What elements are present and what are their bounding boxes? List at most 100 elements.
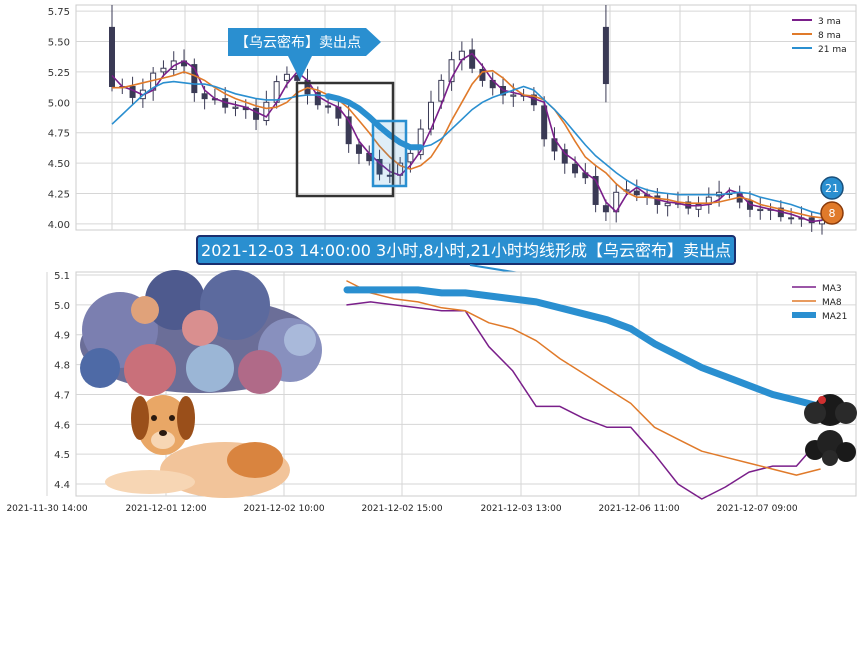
candle-body-35 [469,49,476,69]
candle-body-47 [592,175,599,205]
bottom-x-tick-labels: 2021-11-30 14:00 2021-12-01 12:00 2021-12-… [6,504,797,514]
top-legend-label-0: 3 ma [818,17,841,27]
bottom-chart: 5.1 5.0 4.9 4.8 4.7 4.6 4.5 4.4 2021-11-30 14:0… [6,270,857,514]
candle-body-32 [438,79,445,102]
top-y-tick-1: 5.50 [48,37,70,48]
candle-5 [160,60,167,77]
candle-body-30 [417,128,424,156]
candle-body-66 [788,217,795,220]
candle-body-20 [314,92,321,106]
candle-26 [376,149,383,181]
signal-box-dark [295,81,395,198]
candle-21 [325,98,332,114]
candle-body-48 [602,205,609,213]
bottom-x-tick-3: 2021-12-02 15:00 [361,504,442,514]
top-y-tick-0: 5.75 [48,7,70,18]
bottom-y-tick-1: 5.0 [54,301,70,312]
bottom-legend-label-2: MA21 [822,312,847,322]
candle-body-51 [633,190,640,196]
bottom-x-tick-5: 2021-12-06 11:00 [598,504,679,514]
bottom-y-tick-5: 4.6 [54,420,70,431]
candle-35 [469,38,476,74]
top-y-tick-4: 4.75 [48,129,70,140]
candle-body-5 [160,67,167,73]
bottom-legend-label-1: MA8 [822,298,842,308]
candle-44 [561,143,568,174]
bottom-y-tick-4: 4.7 [54,390,70,401]
candle-57 [695,196,702,218]
candle-body-17 [283,73,290,81]
candle-body-2 [129,85,136,98]
dog-icon [105,395,290,498]
candle-body-42 [541,105,548,140]
bottom-x-tick-2: 2021-12-02 10:00 [243,504,324,514]
bottom-series-MA3 [346,301,821,500]
candle-8 [191,58,198,102]
svg-text:21: 21 [825,182,839,195]
top-chart: 5.75 5.50 5.25 5.00 4.75 4.50 4.25 4.00 【乌云密布】卖… [48,4,857,235]
badge-8: 8 [820,201,844,225]
main-banner: 2021-12-03 14:00:00 3小时,8小时,21小时均线形成【乌云密… [196,235,736,288]
candle-body-18 [294,75,301,81]
candle-66 [788,208,795,225]
bottom-series-lines [343,280,824,500]
top-y-tick-6: 4.25 [48,190,70,201]
top-y-tick-labels: 5.75 5.50 5.25 5.00 4.75 4.50 4.25 4.00 [48,7,70,231]
top-y-tick-7: 4.00 [48,220,70,231]
top-y-tick-3: 5.00 [48,98,70,109]
candle-47 [592,164,599,213]
bottom-y-tick-labels: 5.1 5.0 4.9 4.8 4.7 4.6 4.5 4.4 [54,271,70,491]
badge-21: 21 [820,176,844,200]
bottom-legend: MA3 MA8 MA21 [792,284,847,322]
bottom-y-tick-6: 4.5 [54,450,70,461]
candle-body-12 [232,106,239,109]
top-series-21-ma [111,80,823,215]
top-callout-text: 【乌云密布】卖出点 [235,34,361,51]
candle-body-69 [819,219,825,225]
top-legend-label-2: 21 ma [818,45,847,55]
bottom-y-tick-7: 4.4 [54,480,70,491]
top-y-tick-2: 5.25 [48,68,70,79]
candle-body-54 [664,202,671,207]
main-banner-text: 2021-12-03 14:00:00 3小时,8小时,21小时均线形成【乌云密… [201,241,731,260]
candle-48 [602,199,609,221]
bottom-y-tick-0: 5.1 [54,271,70,282]
candle-body-15 [263,101,270,122]
bottom-x-tick-6: 2021-12-07 09:00 [716,504,797,514]
bottom-legend-label-0: MA3 [822,284,842,294]
top-series-3-ma [111,52,823,223]
signal-box-blue [371,119,408,188]
bottom-series-MA8 [346,280,821,476]
top-callout: 【乌云密布】卖出点 [228,28,381,80]
candle-23 [345,105,352,153]
candle-body-57 [695,203,702,210]
top-legend-label-1: 8 ma [818,31,841,41]
top-y-tick-5: 4.50 [48,159,70,170]
candle-33 [448,51,455,91]
candle-body-14 [253,107,260,120]
bottom-x-tick-0: 2021-11-30 14:00 [6,504,87,514]
top-series-8-ma [112,69,823,219]
main-banner-box [196,235,736,265]
candle-spike-body-1 [602,26,609,85]
candle-body-44 [561,149,568,164]
bottom-series-MA21 [343,286,824,410]
top-legend: 3 ma 8 ma 21 ma [792,17,847,55]
candle-63 [757,197,764,220]
top-callout-shape [228,28,381,56]
candle-24 [355,138,362,165]
bottom-x-tick-4: 2021-12-03 13:00 [480,504,561,514]
candlesticks [109,5,825,235]
candle-body-8 [191,64,198,94]
candle-body-23 [345,116,352,145]
candle-12 [232,101,239,117]
candle-body-21 [325,105,332,108]
bottom-y-tick-2: 4.9 [54,331,70,342]
candle-body-33 [448,59,455,83]
cloud-icon [80,270,322,396]
bottom-y-tick-3: 4.8 [54,361,70,372]
candle-body-24 [355,144,362,154]
candle-body-29 [407,152,414,163]
candle-body-63 [757,208,764,212]
